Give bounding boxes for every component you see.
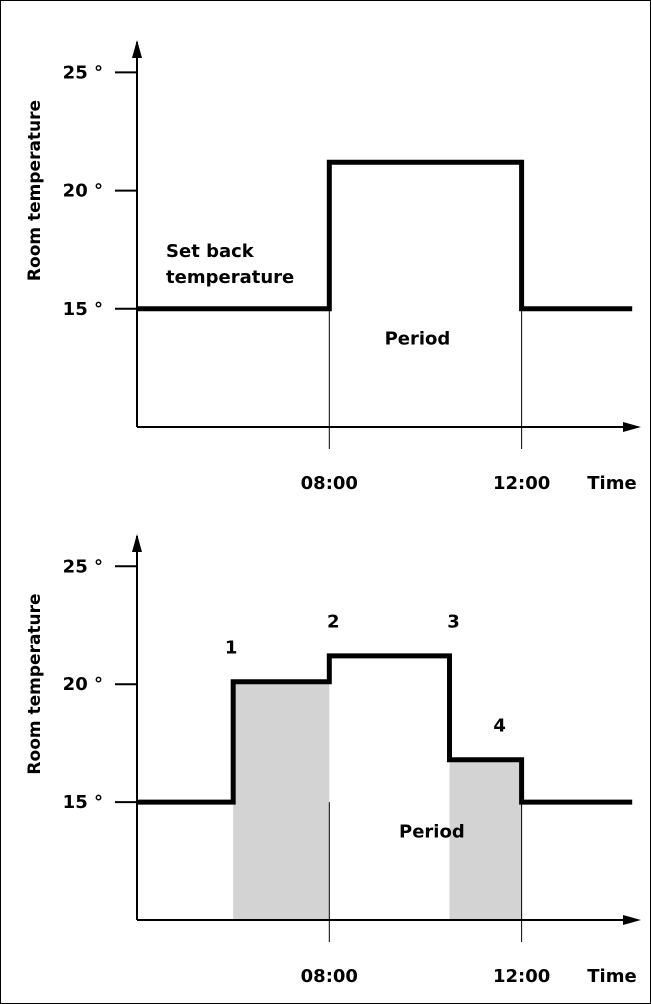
x-tick-label-1200: 12:00: [493, 473, 550, 494]
point-label-3: 3: [447, 612, 460, 633]
temperature-step-line: [137, 159, 633, 312]
x-axis-arrow: [623, 915, 641, 925]
shaded-region-1: [233, 681, 330, 920]
x-axis-title: Time: [587, 966, 636, 987]
point-label-4: 4: [493, 715, 506, 736]
shaded-region-2: [449, 759, 522, 920]
annotation-period: Period: [399, 821, 465, 842]
y-tick-label-20: 20 °: [63, 181, 103, 202]
y-axis-arrow: [132, 534, 142, 552]
x-axis-arrow: [623, 422, 641, 432]
y-axis-title: Room temperature: [25, 593, 45, 774]
y-tick-label-25: 25 °: [63, 556, 103, 577]
y-tick-label-25: 25 °: [63, 62, 103, 83]
y-axis-arrow: [132, 40, 142, 58]
x-tick-label-0800: 08:00: [301, 966, 358, 987]
x-tick-label-1200: 12:00: [493, 966, 550, 987]
y-axis-title: Room temperature: [25, 100, 45, 281]
annotation-setback-line-2: temperature: [166, 267, 294, 288]
y-tick-label-20: 20 °: [63, 674, 103, 695]
point-label-2: 2: [327, 612, 340, 633]
x-tick-label-0800: 08:00: [301, 473, 358, 494]
annotation-period: Period: [385, 328, 451, 349]
x-axis-title: Time: [587, 473, 636, 494]
y-tick-label-15: 15 °: [63, 299, 103, 320]
y-tick-label-15: 15 °: [63, 792, 103, 813]
point-label-1: 1: [225, 638, 238, 659]
annotation-setback-line-1: Set back: [166, 241, 255, 262]
temperature-step-line: [137, 653, 633, 805]
